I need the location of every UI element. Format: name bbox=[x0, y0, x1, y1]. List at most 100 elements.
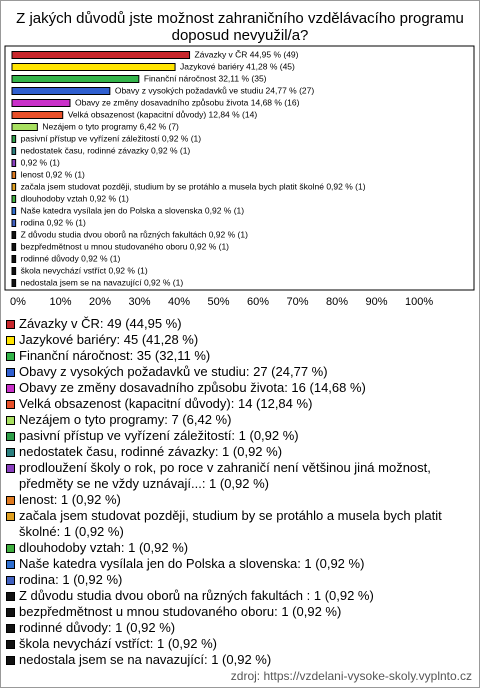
x-tick-label: 100% bbox=[405, 296, 433, 308]
legend-label: Finanční náročnost: 35 (32,11 %) bbox=[19, 348, 211, 363]
legend-swatch bbox=[6, 416, 15, 425]
bar bbox=[11, 51, 191, 59]
legend-item: dlouhodoby vztah: 1 (0,92 %) bbox=[6, 540, 472, 556]
bar bbox=[11, 255, 17, 263]
x-tick-label: 50% bbox=[208, 296, 230, 308]
legend-swatch bbox=[6, 352, 15, 361]
legend-label: Z důvodu studia dvou oborů na různých fa… bbox=[19, 588, 374, 603]
legend-label: Naše katedra vysílala jen do Polska a sl… bbox=[19, 556, 365, 571]
legend-item: Z důvodu studia dvou oborů na různých fa… bbox=[6, 588, 472, 604]
legend-item: lenost: 1 (0,92 %) bbox=[6, 492, 472, 508]
legend: Závazky v ČR: 49 (44,95 %) Jazykové barié… bbox=[6, 316, 472, 668]
bar bbox=[11, 147, 17, 155]
legend-swatch bbox=[6, 464, 15, 473]
legend-swatch bbox=[6, 640, 15, 649]
x-tick-label: 70% bbox=[287, 296, 309, 308]
bar-label: Jazykové bariéry 41,28 % (45) bbox=[180, 61, 295, 71]
legend-label: dlouhodoby vztah: 1 (0,92 %) bbox=[19, 540, 189, 555]
legend-label: prodloužení školy o rok, po roce v zahra… bbox=[19, 460, 431, 491]
legend-item: Obavy ze změny dosavadního způsobu život… bbox=[6, 380, 472, 396]
legend-swatch bbox=[6, 624, 15, 633]
legend-label: začala jsem studovat později, studium by… bbox=[19, 508, 442, 539]
legend-label: Velká obsazenost (kapacitní důvody): 14 … bbox=[19, 396, 313, 411]
bar bbox=[11, 279, 17, 287]
legend-swatch bbox=[6, 320, 15, 329]
bar bbox=[11, 243, 17, 251]
bar bbox=[11, 99, 71, 107]
bar-label: Závazky v ČR 44,95 % (49) bbox=[195, 49, 299, 59]
x-tick-label: 40% bbox=[168, 296, 190, 308]
legend-label: Jazykové bariéry: 45 (41,28 %) bbox=[19, 332, 199, 347]
bar-label: Finanční náročnost 32,11 % (35) bbox=[144, 73, 267, 83]
legend-label: nedostala jsem se na navazující: 1 (0,92… bbox=[19, 652, 272, 667]
legend-item: Nezájem o tyto programy: 7 (6,42 %) bbox=[6, 412, 472, 428]
legend-swatch bbox=[6, 512, 15, 521]
bar-label: lenost 0,92 % (1) bbox=[21, 169, 85, 179]
bar bbox=[11, 183, 17, 191]
legend-item: rodina: 1 (0,92 %) bbox=[6, 572, 472, 588]
bar-label: rodina 0,92 % (1) bbox=[21, 217, 86, 227]
bar bbox=[11, 171, 17, 179]
x-tick-label: 20% bbox=[89, 296, 111, 308]
bar-label: Obavy z vysokých požadavků ve studiu 24,… bbox=[115, 85, 315, 95]
bar-label: Nezájem o tyto programy 6,42 % (7) bbox=[42, 121, 179, 131]
legend-swatch bbox=[6, 496, 15, 505]
legend-swatch bbox=[6, 400, 15, 409]
legend-label: bezpředmětnost u mnou studovaného oboru:… bbox=[19, 604, 342, 619]
bar-label: pasivní přístup ve vyřízení záležitostí … bbox=[21, 133, 202, 143]
legend-item: Finanční náročnost: 35 (32,11 %) bbox=[6, 348, 472, 364]
legend-label: rodinné důvody: 1 (0,92 %) bbox=[19, 620, 176, 635]
bar-label: nedostatek času, rodinné závazky 0,92 % … bbox=[21, 145, 191, 155]
legend-item: Velká obsazenost (kapacitní důvody): 14 … bbox=[6, 396, 472, 412]
bar bbox=[11, 135, 17, 143]
legend-swatch bbox=[6, 544, 15, 553]
legend-label: Obavy ze změny dosavadního způsobu život… bbox=[19, 380, 366, 395]
legend-swatch bbox=[6, 384, 15, 393]
bar bbox=[11, 195, 17, 203]
x-tick-label: 0% bbox=[10, 296, 26, 308]
legend-item: prodloužení školy o rok, po roce v zahra… bbox=[6, 460, 472, 492]
bar-label: dlouhodoby vztah 0,92 % (1) bbox=[21, 193, 129, 203]
x-tick-label: 30% bbox=[129, 296, 151, 308]
legend-item: nedostala jsem se na navazující: 1 (0,92… bbox=[6, 652, 472, 668]
legend-item: Závazky v ČR: 49 (44,95 %) bbox=[6, 316, 472, 332]
bar-label: Z důvodu studia dvou oborů na různých fa… bbox=[21, 229, 248, 239]
bar-label: rodinné důvody 0,92 % (1) bbox=[21, 253, 121, 263]
legend-swatch bbox=[6, 448, 15, 457]
legend-swatch bbox=[6, 560, 15, 569]
plot-frame bbox=[4, 45, 475, 291]
legend-item: začala jsem studovat později, studium by… bbox=[6, 508, 472, 540]
bar bbox=[11, 219, 17, 227]
legend-swatch bbox=[6, 432, 15, 441]
legend-label: škola nevychází vstříct: 1 (0,92 %) bbox=[19, 636, 217, 651]
legend-swatch bbox=[6, 336, 15, 345]
legend-label: Závazky v ČR: 49 (44,95 %) bbox=[19, 316, 182, 331]
bar-label: Velká obsazenost (kapacitní důvody) 12,8… bbox=[68, 109, 258, 119]
bar-label: škola nevychází vstříct 0,92 % (1) bbox=[21, 265, 148, 275]
bar-label: Obavy ze změny dosavadního způsobu život… bbox=[75, 97, 300, 107]
legend-item: Naše katedra vysílala jen do Polska a sl… bbox=[6, 556, 472, 572]
legend-item: rodinné důvody: 1 (0,92 %) bbox=[6, 620, 472, 636]
source: zdroj: https://vzdelani-vysoke-skoly.vyp… bbox=[230, 669, 472, 683]
x-tick-label: 80% bbox=[326, 296, 348, 308]
bar-label: začala jsem studovat později, studium by… bbox=[21, 181, 366, 191]
legend-label: pasivní přístup ve vyřízení záležitostí:… bbox=[19, 428, 299, 443]
bar bbox=[11, 111, 64, 119]
bar-label: bezpředmětnost u mnou studovaného oboru … bbox=[21, 241, 230, 251]
legend-item: pasivní přístup ve vyřízení záležitostí:… bbox=[6, 428, 472, 444]
x-tick-label: 10% bbox=[50, 296, 72, 308]
bar-label: 0,92 % (1) bbox=[21, 157, 60, 167]
legend-label: Obavy z vysokých požadavků ve studiu: 27… bbox=[19, 364, 328, 379]
legend-item: nedostatek času, rodinné závazky: 1 (0,9… bbox=[6, 444, 472, 460]
x-tick-label: 90% bbox=[366, 296, 388, 308]
legend-label: nedostatek času, rodinné závazky: 1 (0,9… bbox=[19, 444, 283, 459]
bar-label: Naše katedra vysílala jen do Polska a sl… bbox=[21, 205, 245, 215]
chart-title: Z jakých důvodů jste možnost zahraničníh… bbox=[16, 10, 464, 27]
bar-label: nedostala jsem se na navazující 0,92 % (… bbox=[21, 277, 184, 287]
chart: Z jakých důvodů jste možnost zahraničníh… bbox=[4, 10, 475, 308]
bar bbox=[11, 123, 38, 131]
bar bbox=[11, 207, 17, 215]
legend-item: bezpředmětnost u mnou studovaného oboru:… bbox=[6, 604, 472, 620]
bar bbox=[11, 63, 176, 71]
bar bbox=[11, 231, 17, 239]
